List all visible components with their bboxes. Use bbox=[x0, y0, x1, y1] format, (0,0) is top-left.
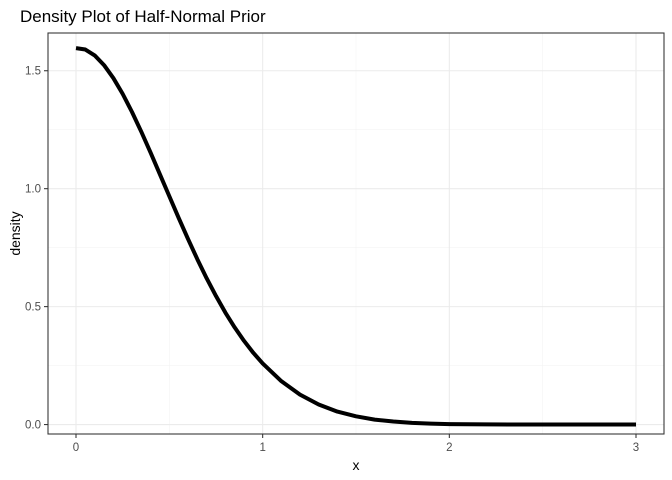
x-axis-title: x bbox=[353, 457, 360, 473]
y-axis-title: density bbox=[7, 211, 23, 255]
y-tick-label: 0.5 bbox=[25, 302, 41, 314]
chart-title: Density Plot of Half-Normal Prior bbox=[20, 7, 266, 26]
x-tick-label: 0 bbox=[73, 442, 79, 454]
density-line bbox=[75, 46, 636, 427]
x-axis: 0 1 2 3 bbox=[73, 434, 639, 454]
panel-border bbox=[47, 32, 665, 435]
y-tick-label: 1.5 bbox=[25, 66, 41, 78]
y-tick-label: 1.0 bbox=[25, 184, 41, 196]
major-grid bbox=[48, 33, 664, 434]
y-axis: 0.0 0.5 1.0 1.5 bbox=[25, 66, 48, 432]
x-tick-label: 3 bbox=[633, 442, 639, 454]
minor-grid bbox=[48, 33, 664, 434]
y-tick-label: 0.0 bbox=[25, 420, 41, 432]
x-tick-label: 1 bbox=[259, 442, 265, 454]
x-tick-label: 2 bbox=[446, 442, 452, 454]
